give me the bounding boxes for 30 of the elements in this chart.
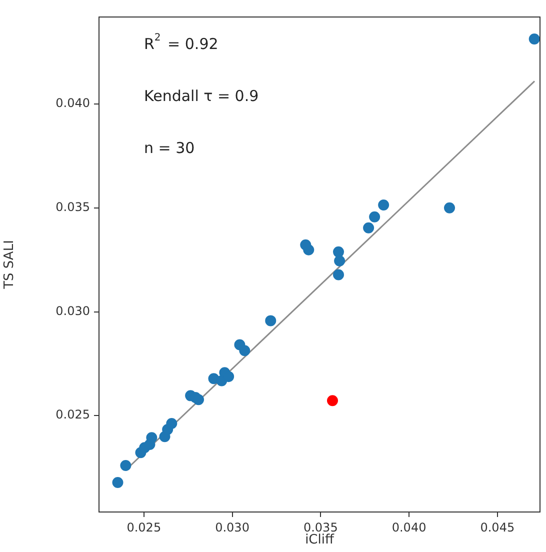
x-tick-label: 0.045 xyxy=(480,520,515,534)
point xyxy=(144,438,156,450)
y-tick-label: 0.025 xyxy=(56,408,90,422)
y-tick-label: 0.040 xyxy=(56,96,90,110)
x-tick-label: 0.030 xyxy=(215,520,250,534)
x-axis-title: iCliff xyxy=(305,532,335,548)
point xyxy=(120,460,132,471)
point xyxy=(193,394,204,406)
point xyxy=(444,202,455,214)
point xyxy=(326,395,338,406)
point xyxy=(265,315,276,326)
y-tick-label: 0.030 xyxy=(56,304,90,318)
point xyxy=(528,34,540,45)
annotation: n = 30 xyxy=(144,138,195,157)
x-tick-label: 0.035 xyxy=(303,520,338,534)
point xyxy=(303,244,314,256)
point xyxy=(239,345,250,356)
point xyxy=(363,222,374,234)
annotation: Kendall τ = 0.9 xyxy=(144,86,259,105)
point xyxy=(378,199,390,210)
point xyxy=(112,477,124,488)
x-tick-label: 0.025 xyxy=(126,520,162,534)
y-axis-title: TS SALI xyxy=(2,240,18,290)
point xyxy=(333,269,344,280)
point xyxy=(333,246,344,258)
point xyxy=(334,255,346,266)
x-tick-label: 0.040 xyxy=(392,520,426,534)
point xyxy=(166,418,178,430)
y-tick-label: 0.035 xyxy=(56,200,90,214)
point xyxy=(369,211,380,222)
